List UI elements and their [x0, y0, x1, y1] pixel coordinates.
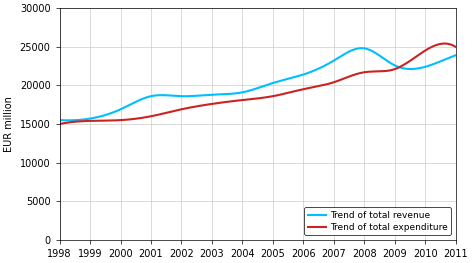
Trend of total expenditure: [291, 90, 297, 93]
Y-axis label: EUR million: EUR million: [4, 96, 14, 152]
Trend of total revenue: [393, 64, 399, 68]
Line: Trend of total revenue: Trend of total revenue: [59, 48, 455, 120]
Trend of total expenditure: [416, 53, 421, 57]
Trend of total revenue: [453, 54, 458, 57]
Trend of total expenditure: [453, 45, 458, 48]
Trend of total revenue: [58, 119, 64, 122]
Trend of total revenue: [65, 119, 70, 122]
Trend of total revenue: [57, 119, 62, 122]
Trend of total expenditure: [442, 42, 448, 45]
Trend of total revenue: [418, 66, 424, 69]
Trend of total expenditure: [293, 89, 298, 93]
Trend of total expenditure: [58, 122, 64, 125]
Trend of total revenue: [300, 73, 306, 76]
Trend of total expenditure: [299, 88, 305, 91]
Trend of total revenue: [294, 75, 299, 78]
Trend of total revenue: [359, 47, 364, 50]
Trend of total revenue: [293, 75, 298, 79]
Trend of total expenditure: [57, 122, 62, 125]
Line: Trend of total expenditure: Trend of total expenditure: [59, 44, 455, 124]
Trend of total expenditure: [390, 68, 396, 71]
Legend: Trend of total revenue, Trend of total expenditure: Trend of total revenue, Trend of total e…: [304, 207, 451, 235]
